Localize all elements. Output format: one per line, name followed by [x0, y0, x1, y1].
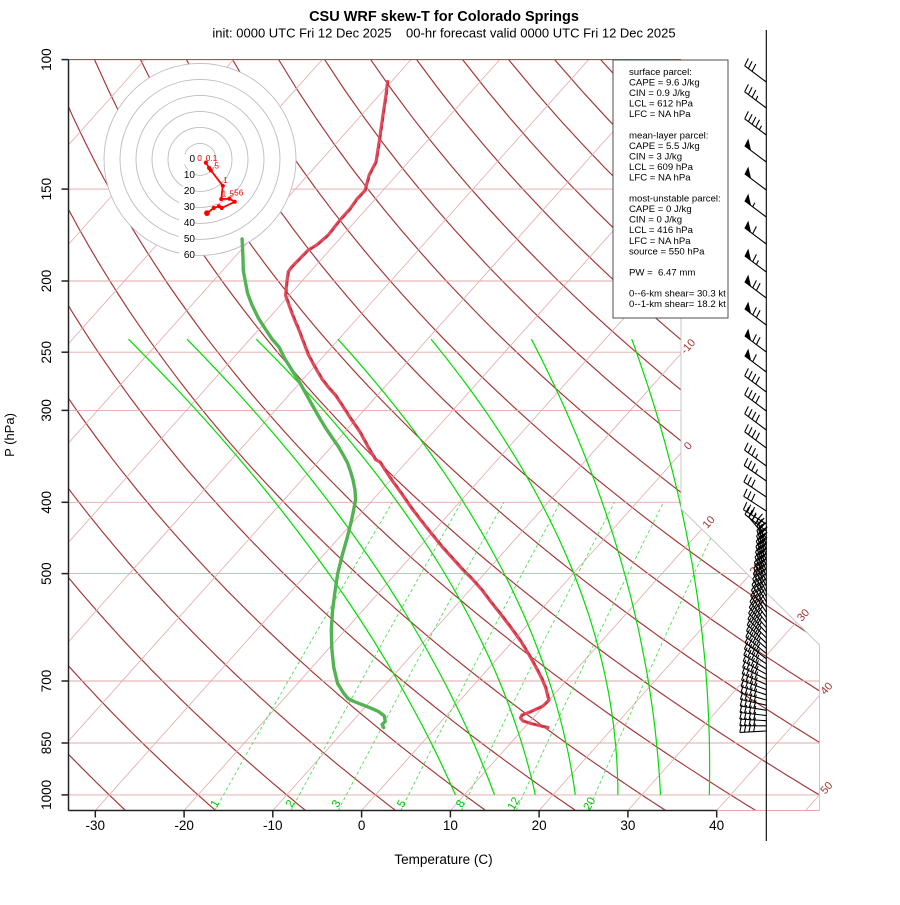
svg-text:LCL = 609 hPa: LCL = 609 hPa — [629, 162, 694, 173]
svg-text:300: 300 — [39, 399, 54, 422]
svg-text:20: 20 — [184, 186, 196, 197]
svg-text:60: 60 — [184, 250, 196, 261]
svg-text:850: 850 — [39, 732, 54, 755]
svg-text:150: 150 — [39, 178, 54, 201]
svg-text:200: 200 — [39, 270, 54, 293]
svg-text:40: 40 — [709, 818, 724, 833]
svg-text:Temperature (C): Temperature (C) — [394, 852, 492, 867]
svg-text:LFC = NA hPa: LFC = NA hPa — [629, 109, 691, 120]
svg-text:most-unstable parcel:: most-unstable parcel: — [629, 194, 721, 205]
svg-text:10: 10 — [443, 818, 458, 833]
svg-text:100: 100 — [39, 48, 54, 71]
svg-text:CAPE = 9.6 J/kg: CAPE = 9.6 J/kg — [629, 78, 700, 89]
svg-text:40: 40 — [184, 218, 196, 229]
svg-text:LFC = NA hPa: LFC = NA hPa — [629, 173, 691, 184]
svg-text:-20: -20 — [174, 818, 194, 833]
svg-text:700: 700 — [39, 670, 54, 693]
svg-text:56: 56 — [234, 187, 244, 197]
svg-text:0: 0 — [358, 818, 366, 833]
svg-text:10: 10 — [184, 170, 196, 181]
svg-text:1000: 1000 — [39, 780, 54, 810]
svg-text:0--1-km shear= 18.2 kt: 0--1-km shear= 18.2 kt — [629, 299, 726, 310]
svg-text:0: 0 — [189, 154, 195, 165]
svg-text:source = 550 hPa: source = 550 hPa — [629, 246, 705, 257]
svg-text:400: 400 — [39, 491, 54, 514]
svg-text:P (hPa): P (hPa) — [2, 413, 17, 457]
svg-text:-10: -10 — [263, 818, 283, 833]
svg-text:surface parcel:: surface parcel: — [629, 67, 692, 78]
svg-text:init: 0000 UTC Fri 12 Dec 2025: init: 0000 UTC Fri 12 Dec 2025 00-hr for… — [212, 26, 675, 41]
svg-text:CSU WRF skew-T for Colorado Sp: CSU WRF skew-T for Colorado Springs — [309, 9, 579, 25]
svg-text:1: 1 — [222, 189, 227, 199]
svg-text:CAPE = 5.5 J/kg: CAPE = 5.5 J/kg — [629, 141, 700, 152]
svg-text:LCL = 612 hPa: LCL = 612 hPa — [629, 99, 694, 110]
svg-text:CIN = 0 J/kg: CIN = 0 J/kg — [629, 215, 682, 226]
svg-text:-30: -30 — [86, 818, 106, 833]
svg-text:50: 50 — [184, 234, 196, 245]
svg-text:CAPE = 0 J/kg: CAPE = 0 J/kg — [629, 204, 692, 215]
svg-text:30: 30 — [620, 818, 635, 833]
svg-text:LFC = NA hPa: LFC = NA hPa — [629, 236, 691, 247]
svg-text:mean-layer parcel:: mean-layer parcel: — [629, 130, 708, 141]
svg-text:.5: .5 — [212, 160, 219, 170]
svg-text:CIN = 3 J/kg: CIN = 3 J/kg — [629, 151, 682, 162]
svg-text:CIN = 0.9 J/kg: CIN = 0.9 J/kg — [629, 88, 690, 99]
svg-text:0: 0 — [197, 153, 202, 163]
svg-text:0--6-km shear= 30.3 kt: 0--6-km shear= 30.3 kt — [629, 289, 726, 300]
svg-text:1: 1 — [223, 175, 228, 185]
svg-text:20: 20 — [532, 818, 547, 833]
svg-text:500: 500 — [39, 562, 54, 585]
svg-text:250: 250 — [39, 341, 54, 364]
svg-text:30: 30 — [184, 202, 196, 213]
svg-text:LCL = 416 hPa: LCL = 416 hPa — [629, 225, 694, 236]
svg-text:PW = 6.47 mm: PW = 6.47 mm — [629, 268, 695, 279]
